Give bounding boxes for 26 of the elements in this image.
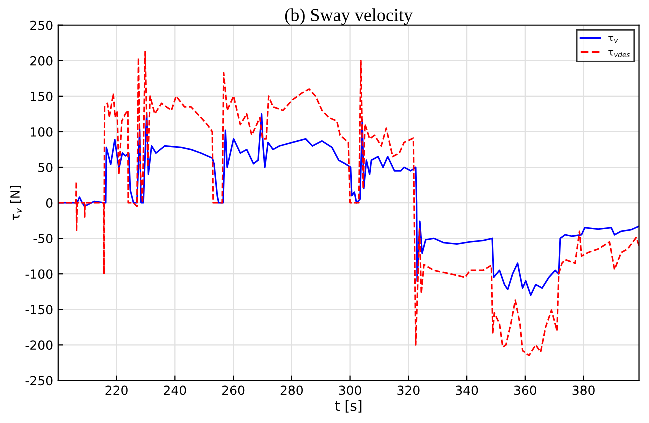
x-tick-label: 380 — [572, 386, 595, 396]
y-tick-label: -150 — [26, 305, 53, 315]
x-tick-label: 280 — [280, 386, 304, 396]
x-axis-title: t [s] — [335, 400, 362, 413]
y-tick-label: 250 — [30, 20, 53, 30]
x-tick-label: 260 — [222, 386, 245, 396]
y-tick-label: 150 — [31, 92, 53, 102]
x-tick-label: 320 — [398, 386, 420, 396]
chart-title: (b) Sway velocity — [285, 8, 413, 26]
y-tick-label: -200 — [26, 340, 53, 350]
y-tick-label: 200 — [30, 56, 53, 66]
y-tick-label: 50 — [38, 162, 53, 172]
y-tick-label: -100 — [26, 270, 53, 280]
y-axis-title: τ$_{v}$ [N] — [10, 186, 22, 221]
y-tick-label: -50 — [34, 234, 53, 244]
x-tick-label: 360 — [514, 386, 537, 396]
y-tick-label: 100 — [31, 127, 53, 137]
x-tick-label: 220 — [106, 386, 128, 396]
x-tick-label: 340 — [456, 386, 478, 396]
y-tick-label: -250 — [26, 376, 53, 386]
x-tick-label: 300 — [339, 386, 362, 396]
y-tick-label: 0 — [46, 198, 53, 208]
line-series — [58, 50, 640, 357]
legend-label: τ$_{v}$ — [608, 36, 618, 44]
legend-label: τ$_{vdes}$ — [608, 50, 630, 58]
x-tick-label: 240 — [164, 386, 186, 396]
